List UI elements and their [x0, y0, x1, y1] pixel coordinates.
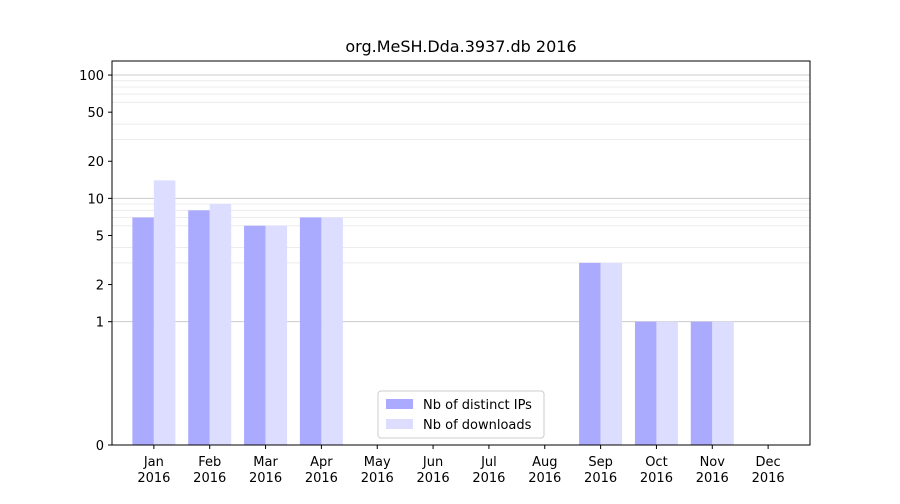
x-tick-label-year: 2016 [417, 471, 450, 486]
y-tick-label: 5 [96, 229, 104, 244]
legend: Nb of distinct IPs Nb of downloads [377, 390, 545, 439]
x-tick-label-month: Dec [756, 455, 781, 470]
x-tick-label-month: Aug [532, 455, 557, 470]
bar-downloads [265, 225, 288, 445]
legend-swatch-downloads [386, 419, 413, 429]
y-tick-label: 50 [87, 106, 104, 121]
x-tick-label-year: 2016 [361, 471, 394, 486]
x-tick-label-month: Jun [422, 455, 443, 470]
y-tick-label: 20 [87, 155, 104, 170]
legend-label-distinct-ips: Nb of distinct IPs [423, 398, 532, 413]
x-tick-label-month: Apr [310, 455, 333, 470]
plot-frame [111, 60, 811, 446]
bar-downloads [712, 321, 734, 445]
x-tick-label-year: 2016 [193, 471, 226, 486]
bar-downloads [321, 217, 343, 445]
x-tick-label-month: Jan [143, 455, 164, 470]
bar-downloads [600, 262, 623, 445]
x-tick-label-year: 2016 [472, 471, 505, 486]
x-axis: Jan2016Feb2016Mar2016Apr2016May2016Jun20… [137, 445, 785, 486]
bar-downloads [153, 180, 176, 445]
bar-distinct-ips [579, 262, 601, 445]
y-tick-label: 100 [79, 69, 104, 84]
legend-swatch-distinct-ips [386, 399, 413, 409]
y-tick-label: 2 [96, 279, 104, 294]
x-tick-label-year: 2016 [249, 471, 282, 486]
bar-distinct-ips [132, 217, 154, 445]
bar-downloads [656, 321, 678, 445]
x-tick-label-year: 2016 [584, 471, 617, 486]
bar-distinct-ips [634, 321, 657, 445]
bar-distinct-ips [188, 210, 210, 445]
x-tick-label-month: Nov [700, 455, 726, 470]
x-tick-label-month: Jul [480, 455, 497, 470]
x-tick-label-year: 2016 [640, 471, 673, 486]
legend-box [377, 390, 545, 439]
bar-downloads [209, 204, 232, 445]
y-tick-label: 0 [96, 439, 104, 454]
legend-label-downloads: Nb of downloads [423, 418, 532, 433]
x-tick-label-month: Feb [198, 455, 221, 470]
x-tick-label-year: 2016 [696, 471, 729, 486]
x-tick-label-year: 2016 [528, 471, 561, 486]
bar-distinct-ips [690, 321, 713, 445]
x-tick-label-year: 2016 [305, 471, 338, 486]
chart-title: org.MeSH.Dda.3937.db 2016 [345, 37, 576, 56]
bar-distinct-ips [299, 217, 322, 445]
y-tick-label: 1 [96, 316, 104, 331]
x-tick-label-month: Mar [253, 455, 278, 470]
x-tick-label-year: 2016 [752, 471, 785, 486]
x-tick-label-month: Oct [645, 455, 667, 470]
bar-distinct-ips [244, 225, 266, 445]
x-tick-label-month: May [364, 455, 391, 470]
x-tick-label-month: Sep [588, 455, 613, 470]
x-tick-label-year: 2016 [137, 471, 170, 486]
y-axis: 0 1 2 5 10 20 50 100 [79, 69, 112, 454]
y-tick-label: 10 [87, 192, 104, 207]
bars [132, 180, 734, 445]
